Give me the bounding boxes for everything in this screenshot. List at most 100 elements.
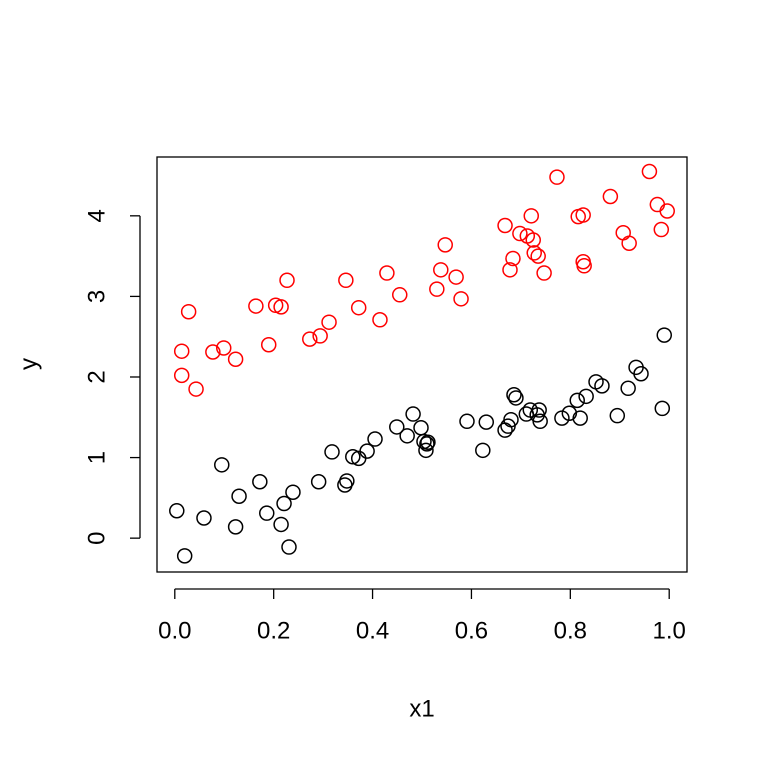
point: [506, 386, 522, 403]
point: [418, 442, 434, 459]
point: [512, 225, 528, 242]
point: [260, 337, 277, 353]
point: [338, 272, 354, 289]
point: [536, 265, 552, 281]
point: [497, 217, 513, 234]
y-tick-label: 1: [83, 451, 110, 464]
point: [339, 473, 355, 489]
point: [530, 248, 546, 264]
point: [276, 495, 292, 512]
point: [621, 235, 637, 251]
y-tick-label: 3: [83, 290, 110, 303]
point: [389, 419, 405, 435]
point: [227, 351, 244, 368]
point: [359, 443, 375, 459]
point: [505, 250, 521, 267]
x-tick-label: 0.2: [257, 617, 290, 644]
point: [508, 390, 524, 406]
point: [302, 331, 318, 347]
point: [281, 539, 297, 555]
point: [285, 484, 301, 500]
point: [312, 328, 328, 344]
x-axis-label: x1: [409, 695, 434, 722]
point: [392, 287, 408, 303]
point: [205, 344, 221, 360]
point: [273, 516, 289, 533]
point: [575, 207, 591, 223]
point: [433, 262, 449, 278]
point: [502, 262, 518, 278]
point: [252, 473, 268, 490]
x-tick-label: 1.0: [653, 617, 686, 644]
point: [615, 224, 631, 241]
point: [609, 407, 626, 424]
point: [437, 237, 453, 253]
point: [215, 340, 232, 356]
point: [525, 232, 541, 248]
point: [259, 505, 275, 521]
x-tick-label: 0.6: [455, 617, 488, 644]
point: [176, 548, 193, 564]
point: [475, 442, 491, 459]
plot-frame: [156, 156, 688, 573]
point: [578, 388, 594, 405]
point: [497, 422, 513, 438]
y-axis-label: y: [15, 358, 42, 370]
point: [569, 392, 585, 409]
x-tick-label: 0.0: [158, 617, 191, 644]
point: [321, 314, 337, 330]
point: [478, 414, 495, 430]
point: [273, 299, 289, 315]
point: [659, 203, 675, 219]
point: [231, 488, 247, 505]
point: [345, 449, 361, 465]
point: [372, 312, 388, 328]
point: [656, 327, 673, 343]
point: [405, 406, 421, 422]
point: [279, 272, 295, 289]
point: [602, 188, 619, 205]
point: [188, 381, 204, 397]
point: [641, 163, 658, 180]
point: [448, 269, 464, 285]
point: [653, 221, 670, 238]
point: [227, 519, 244, 535]
y-tick-label: 0: [83, 531, 110, 544]
point: [526, 245, 542, 261]
y-tick-label: 2: [83, 370, 110, 383]
point: [572, 410, 588, 426]
y-tick-label: 4: [83, 209, 110, 222]
point: [594, 378, 610, 394]
point: [413, 420, 429, 436]
point: [620, 380, 636, 397]
point: [350, 299, 367, 316]
point: [214, 457, 230, 473]
point: [420, 434, 436, 451]
point: [549, 169, 565, 185]
point: [453, 291, 469, 307]
point: [532, 413, 548, 430]
x-tick-label: 0.8: [554, 617, 587, 644]
point: [399, 428, 415, 444]
point: [419, 436, 435, 452]
point: [633, 366, 649, 382]
point: [196, 510, 212, 526]
point: [180, 303, 197, 320]
point: [379, 265, 395, 281]
point: [173, 343, 190, 359]
point: [576, 258, 592, 274]
point: [649, 196, 666, 213]
point: [503, 411, 519, 428]
point: [429, 281, 445, 297]
point: [248, 298, 264, 314]
point: [654, 400, 671, 417]
point: [561, 405, 578, 422]
point: [324, 444, 340, 460]
point: [310, 473, 327, 490]
point: [367, 431, 383, 447]
point: [531, 402, 547, 418]
point: [523, 208, 540, 224]
point: [173, 367, 190, 384]
x-tick-label: 0.4: [356, 617, 389, 644]
